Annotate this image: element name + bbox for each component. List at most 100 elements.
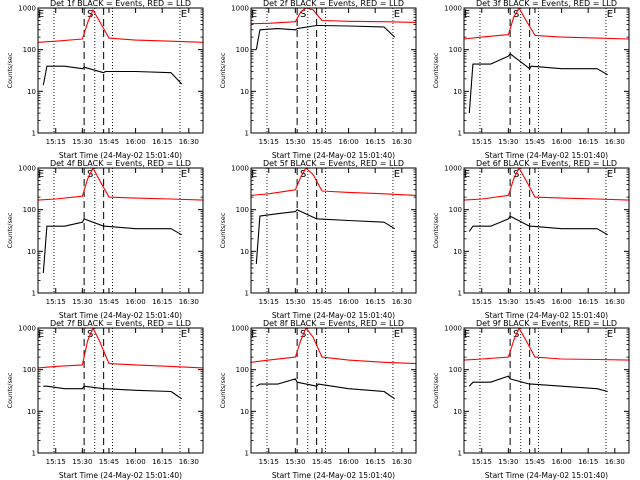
marker-e: E <box>464 329 470 340</box>
x-axis-label: Start Time (24-May-02 15:01:40) <box>272 151 395 160</box>
x-axis-label: Start Time (24-May-02 15:01:40) <box>59 151 182 160</box>
x-tick-label: 15:30 <box>285 138 305 146</box>
events-series-line <box>468 215 608 236</box>
y-tick-label: 1000 <box>18 165 36 173</box>
y-tick-label: 10 <box>27 408 36 416</box>
x-tick-label: 15:15 <box>472 138 492 146</box>
y-tick-label: 1 <box>458 130 462 138</box>
x-tick-label: 16:00 <box>125 138 145 146</box>
x-tick-label: 15:45 <box>312 138 332 146</box>
events-series-line <box>468 375 608 393</box>
x-tick-label: 15:30 <box>72 298 92 306</box>
y-tick-label: 10 <box>453 88 462 96</box>
x-tick-label: 15:45 <box>99 138 119 146</box>
x-tick-label: 16:15 <box>152 298 172 306</box>
x-tick-label: 16:15 <box>152 138 172 146</box>
x-tick-label: 16:15 <box>578 458 598 466</box>
y-tick-label: 1000 <box>231 325 249 333</box>
x-axis-label: Start Time (24-May-02 15:01:40) <box>59 471 182 480</box>
marker-e: E <box>181 329 187 340</box>
marker-e: E <box>181 169 187 180</box>
x-tick-label: 16:00 <box>125 458 145 466</box>
y-tick-label: 100 <box>236 366 249 374</box>
chart-svg: Det 4f BLACK = Events, RED = LLD Counts/s… <box>6 160 204 320</box>
x-tick-label: 16:00 <box>338 458 358 466</box>
x-axis-label: Start Time (24-May-02 15:01:40) <box>272 311 395 320</box>
marker-e: E <box>38 9 44 20</box>
x-tick-label: 15:45 <box>312 458 332 466</box>
marker-s: S <box>87 9 93 20</box>
y-tick-label: 1000 <box>444 325 462 333</box>
lld-series-line <box>250 7 417 25</box>
marker-e: E <box>394 329 400 340</box>
y-axis-label: Counts/sec <box>219 372 227 408</box>
events-series-line <box>42 218 182 274</box>
y-tick-label: 1000 <box>444 165 462 173</box>
x-tick-label: 15:15 <box>46 458 66 466</box>
y-tick-label: 100 <box>236 206 249 214</box>
x-tick-label: 16:00 <box>551 138 571 146</box>
marker-e: E <box>394 9 400 20</box>
chart-svg: Det 9f BLACK = Events, RED = LLD Counts/s… <box>432 320 630 480</box>
events-series-line <box>468 53 608 114</box>
x-tick-label: 15:30 <box>285 298 305 306</box>
y-tick-label: 1 <box>32 450 36 458</box>
chart-svg: Det 3f BLACK = Events, RED = LLD Counts/s… <box>432 0 630 160</box>
x-tick-label: 16:00 <box>125 298 145 306</box>
y-tick-label: 1000 <box>231 5 249 13</box>
x-tick-label: 15:15 <box>259 298 279 306</box>
events-series-line <box>255 209 395 264</box>
x-tick-label: 16:15 <box>152 458 172 466</box>
x-axis-label: Start Time (24-May-02 15:01:40) <box>485 471 608 480</box>
marker-e: E <box>251 9 257 20</box>
marker-e: E <box>181 9 187 20</box>
plot-frame <box>37 7 204 134</box>
x-tick-label: 15:45 <box>525 298 545 306</box>
plot-frame <box>37 327 204 454</box>
x-tick-label: 16:30 <box>605 298 625 306</box>
x-tick-label: 15:45 <box>99 298 119 306</box>
x-tick-label: 15:15 <box>46 138 66 146</box>
y-tick-label: 1 <box>245 450 249 458</box>
events-series-line <box>255 24 396 50</box>
y-tick-label: 1 <box>32 130 36 138</box>
x-tick-label: 16:15 <box>578 138 598 146</box>
det-panel-8: Det 8f BLACK = Events, RED = LLD Counts/s… <box>213 320 426 480</box>
marker-e: E <box>464 169 470 180</box>
lld-series-line <box>463 167 630 201</box>
x-tick-label: 15:30 <box>285 458 305 466</box>
x-tick-label: 15:45 <box>525 458 545 466</box>
x-tick-label: 15:15 <box>259 458 279 466</box>
chart-title: Det 7f BLACK = Events, RED = LLD <box>50 320 191 328</box>
x-tick-label: 16:00 <box>551 458 571 466</box>
x-tick-label: 15:30 <box>498 458 518 466</box>
y-tick-label: 1 <box>32 290 36 298</box>
x-axis-label: Start Time (24-May-02 15:01:40) <box>485 311 608 320</box>
x-tick-label: 16:15 <box>365 138 385 146</box>
lld-series-line <box>37 9 204 43</box>
marker-e: E <box>607 329 613 340</box>
y-axis-label: Counts/sec <box>219 212 227 248</box>
marker-s: S <box>300 9 306 20</box>
det-panel-4: Det 4f BLACK = Events, RED = LLD Counts/s… <box>0 160 213 320</box>
y-tick-label: 100 <box>236 46 249 54</box>
chart-svg: Det 6f BLACK = Events, RED = LLD Counts/s… <box>432 160 630 320</box>
y-tick-label: 1000 <box>444 5 462 13</box>
y-axis-label: Counts/sec <box>432 52 440 88</box>
x-tick-label: 16:30 <box>392 458 412 466</box>
y-tick-label: 1 <box>245 130 249 138</box>
x-tick-label: 16:15 <box>578 298 598 306</box>
x-tick-label: 15:30 <box>72 138 92 146</box>
y-tick-label: 1000 <box>231 165 249 173</box>
chart-title: Det 8f BLACK = Events, RED = LLD <box>263 320 404 328</box>
x-tick-label: 15:30 <box>498 298 518 306</box>
x-tick-label: 15:15 <box>46 298 66 306</box>
chart-title: Det 3f BLACK = Events, RED = LLD <box>476 0 617 8</box>
y-tick-label: 10 <box>453 248 462 256</box>
x-tick-label: 15:45 <box>525 138 545 146</box>
y-tick-label: 10 <box>27 88 36 96</box>
x-tick-label: 16:30 <box>605 138 625 146</box>
det-panel-7: Det 7f BLACK = Events, RED = LLD Counts/s… <box>0 320 213 480</box>
marker-e: E <box>464 9 470 20</box>
y-tick-label: 100 <box>449 366 462 374</box>
